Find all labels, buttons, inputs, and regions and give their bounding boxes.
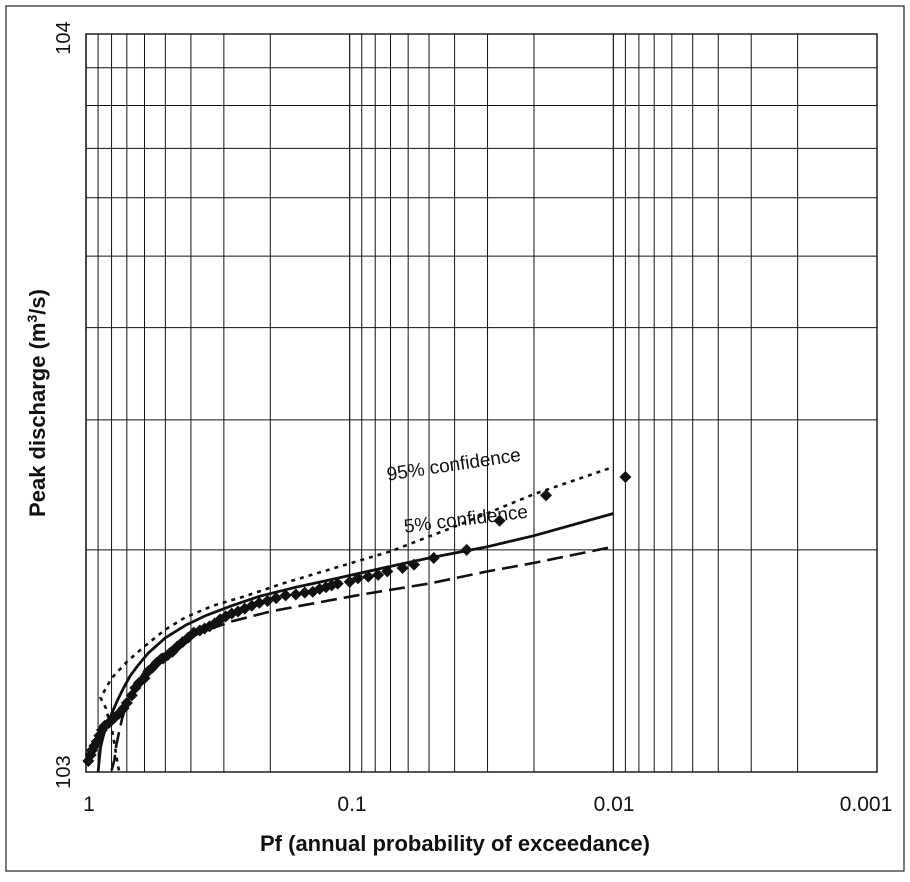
data-point-marker bbox=[540, 489, 553, 502]
data-point-marker bbox=[619, 471, 632, 484]
x-axis-title: Pf (annual probability of exceedance) bbox=[260, 831, 650, 856]
data-markers bbox=[82, 471, 632, 767]
data-point-marker bbox=[381, 565, 394, 578]
data-point-marker bbox=[351, 572, 364, 585]
data-point-marker bbox=[298, 586, 311, 599]
y-axis-title-superscript: 3 bbox=[24, 315, 40, 323]
data-point-marker bbox=[362, 570, 375, 583]
y-axis-title-base: Peak discharge (m bbox=[25, 323, 50, 517]
y-tick-label-10000: 104 bbox=[53, 21, 75, 54]
y-axis-title-tail: /s) bbox=[25, 289, 50, 315]
y-tick-label-1000: 103 bbox=[53, 755, 75, 788]
x-tick-label-0.1: 0.1 bbox=[337, 793, 366, 816]
data-point-marker bbox=[372, 568, 385, 581]
data-point-marker bbox=[460, 543, 473, 556]
data-point-marker bbox=[120, 697, 133, 710]
x-tick-label-1: 1 bbox=[83, 793, 95, 816]
data-point-marker bbox=[279, 589, 292, 602]
data-point-marker bbox=[493, 514, 506, 527]
y-axis-title: Peak discharge (m3/s) bbox=[24, 289, 50, 517]
data-point-marker bbox=[253, 596, 266, 609]
data-point-marker bbox=[408, 558, 421, 571]
series-line-dotted bbox=[99, 465, 614, 771]
data-point-marker bbox=[270, 592, 283, 605]
plot-area-frame bbox=[85, 33, 878, 773]
x-tick-label-0.01: 0.01 bbox=[594, 793, 635, 816]
data-point-marker bbox=[427, 551, 440, 564]
data-point-marker bbox=[289, 588, 302, 601]
data-point-marker bbox=[331, 577, 344, 590]
x-tick-label-0.001: 0.001 bbox=[840, 793, 893, 816]
data-point-marker bbox=[396, 561, 409, 574]
